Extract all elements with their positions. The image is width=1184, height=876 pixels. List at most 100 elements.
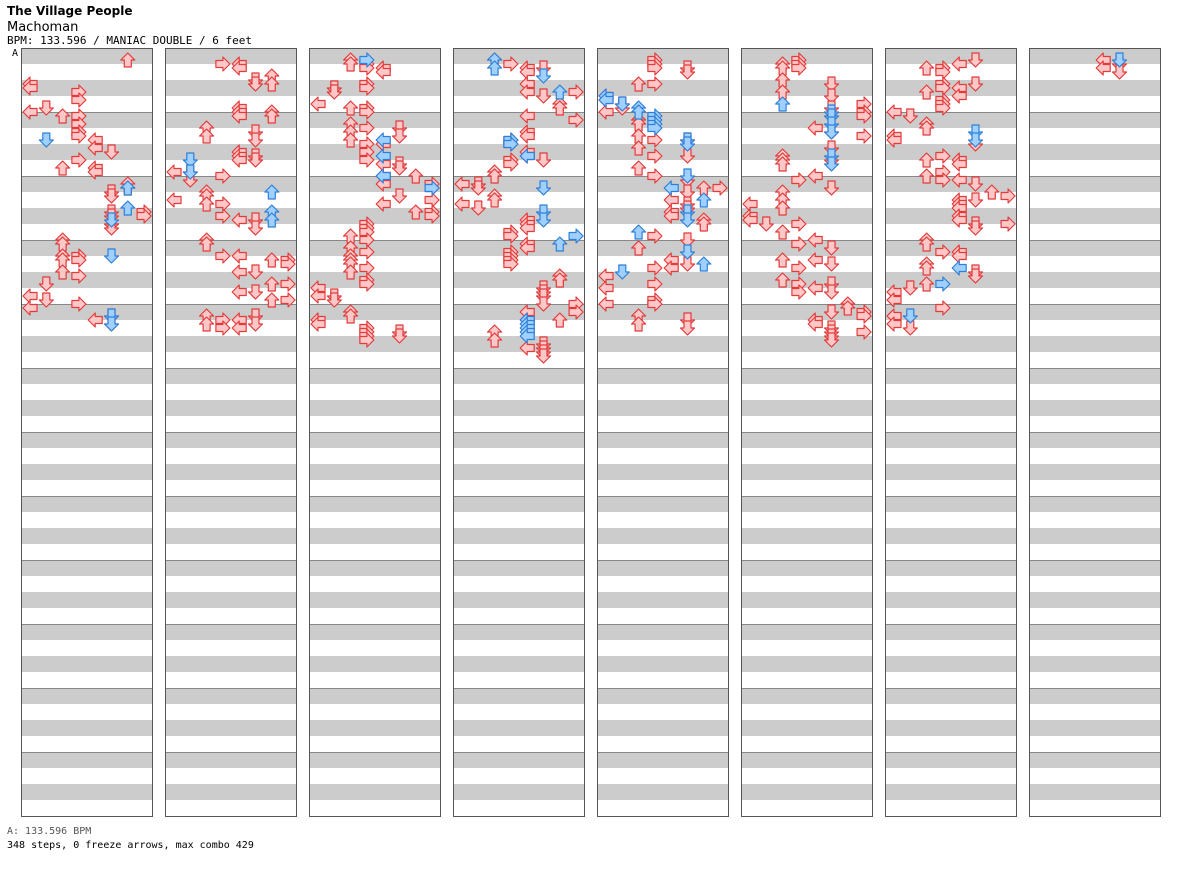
arrow-note-red (807, 316, 823, 332)
measure-beat-gray (453, 720, 584, 736)
arrow-note-red (568, 84, 584, 100)
measure-beat-gray (1029, 720, 1160, 736)
arrow-note-red (791, 284, 807, 300)
measure-beat-gray (1029, 464, 1160, 480)
measure-beat-gray (309, 112, 440, 128)
measure-beat-gray (21, 304, 152, 320)
arrow-note-red (38, 276, 54, 292)
measure-beat-gray (597, 464, 728, 480)
measure-beat-gray (741, 400, 872, 416)
arrow-note-red (598, 296, 614, 312)
arrow-note-red (247, 220, 264, 236)
arrow-note-blue (264, 184, 280, 200)
measure-beat-gray (453, 240, 584, 256)
arrow-note-red (918, 60, 935, 76)
measure-beat-gray (597, 688, 728, 704)
arrow-note-red (742, 212, 758, 228)
column-border (453, 48, 585, 817)
measure-beat-gray (165, 336, 296, 352)
arrow-note-red (326, 84, 342, 100)
chart-info: BPM: 133.596 / MANIAC DOUBLE / 6 feet (7, 34, 253, 47)
measure-beat-gray (597, 624, 728, 640)
measure-beat-gray (741, 176, 872, 192)
measure-beat-gray (1029, 752, 1160, 768)
arrow-note-red (280, 292, 296, 308)
arrow-note-red (71, 268, 87, 284)
arrow-note-red (215, 56, 231, 72)
arrow-note-red (823, 332, 840, 348)
measure-beat-gray (741, 464, 872, 480)
arrow-note-blue (614, 264, 630, 280)
measure-beat-gray (885, 144, 1016, 160)
measure-beat-gray (741, 368, 872, 384)
measure-beat-gray (741, 208, 872, 224)
measure-beat-gray (309, 304, 440, 320)
arrow-note-red (791, 172, 807, 188)
arrow-note-red (951, 156, 967, 172)
measure-beat-gray (597, 656, 728, 672)
measure-beat-gray (1029, 496, 1160, 512)
arrow-note-blue (630, 104, 647, 120)
measure-beat-gray (453, 496, 584, 512)
arrow-note-red (454, 176, 470, 192)
arrow-note-blue (679, 212, 696, 228)
arrow-note-blue (647, 120, 663, 136)
measure-beat-gray (885, 656, 1016, 672)
arrow-note-blue (568, 228, 584, 244)
measure-beat-gray (21, 80, 152, 96)
measure-beat-gray (597, 272, 728, 288)
arrow-note-red (487, 192, 503, 208)
arrow-note-red (54, 264, 71, 280)
measure-beat-gray (1029, 592, 1160, 608)
measure-beat-gray (597, 240, 728, 256)
arrow-note-red (391, 188, 408, 204)
arrow-note-red (696, 216, 712, 232)
arrow-note-red (359, 80, 375, 96)
measure-beat-gray (453, 144, 584, 160)
column-border (597, 48, 729, 817)
column-border (885, 48, 1017, 817)
measure-beat-gray (741, 752, 872, 768)
measure-beat-gray (21, 368, 152, 384)
measure-beat-gray (885, 784, 1016, 800)
measure-beat-gray (21, 784, 152, 800)
arrow-note-red (807, 120, 823, 136)
arrow-note-red (647, 76, 663, 92)
arrow-note-red (552, 312, 568, 328)
arrow-note-blue (375, 168, 391, 184)
arrow-note-blue (38, 132, 54, 148)
measure-beat-gray (1029, 48, 1160, 64)
arrow-note-blue (823, 124, 840, 140)
measure-beat-gray (597, 80, 728, 96)
arrow-note-red (598, 280, 614, 296)
measure-beat-gray (597, 304, 728, 320)
measure-beat-gray (741, 688, 872, 704)
measure-beat-gray (741, 592, 872, 608)
measure-beat-gray (165, 656, 296, 672)
measure-beat-gray (309, 720, 440, 736)
arrow-note-red (71, 128, 87, 144)
measure-beat-gray (597, 592, 728, 608)
arrow-note-red (264, 76, 280, 92)
measure-beat-gray (1029, 304, 1160, 320)
arrow-note-red (503, 56, 519, 72)
arrow-note-red (1000, 188, 1016, 204)
arrow-note-blue (375, 148, 391, 164)
measure-beat-gray (885, 688, 1016, 704)
measure-beat-gray (453, 656, 584, 672)
arrow-note-red (264, 108, 280, 124)
arrow-note-red (774, 200, 791, 216)
arrow-note-red (359, 120, 375, 136)
arrow-note-red (247, 132, 264, 148)
measure-beat-gray (309, 752, 440, 768)
arrow-note-red (902, 108, 918, 124)
measure-beat-gray (165, 688, 296, 704)
arrow-note-red (935, 100, 951, 116)
measure-beat-gray (741, 144, 872, 160)
arrow-note-red (38, 292, 54, 308)
arrow-note-red (918, 120, 935, 136)
arrow-note-red (568, 304, 584, 320)
measure-beat-gray (21, 592, 152, 608)
measure-beat-gray (741, 272, 872, 288)
arrow-note-red (918, 168, 935, 184)
